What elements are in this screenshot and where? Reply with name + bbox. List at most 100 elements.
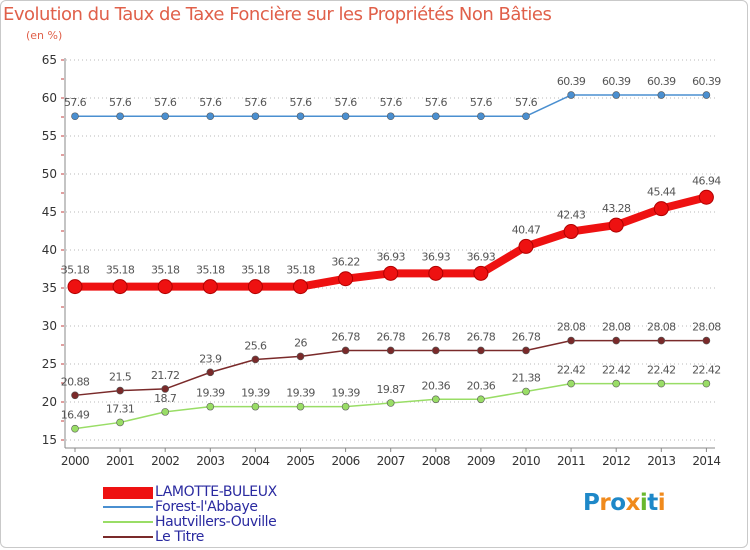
data-point <box>251 112 260 121</box>
data-label: 57.6 <box>425 96 448 109</box>
data-point <box>247 279 263 295</box>
data-point <box>653 201 669 217</box>
data-label: 36.93 <box>422 250 451 263</box>
logo-letter: x <box>625 490 641 516</box>
data-point <box>431 346 440 355</box>
y-tick-label: 35 <box>42 281 57 295</box>
y-tick-label: 60 <box>42 91 57 105</box>
data-label: 35.18 <box>286 264 315 277</box>
legend-label: Hautvillers-Ouville <box>155 514 277 530</box>
legend-swatch <box>103 506 153 508</box>
data-label: 43.28 <box>602 202 631 215</box>
data-point <box>338 271 354 287</box>
data-point <box>341 402 350 411</box>
data-label: 23.9 <box>199 352 222 365</box>
data-label: 22.42 <box>557 364 586 377</box>
logo-letter: r <box>599 490 611 516</box>
data-label: 57.6 <box>64 96 87 109</box>
data-point <box>612 91 621 99</box>
data-label: 22.42 <box>692 364 721 377</box>
logo-letter: t <box>647 490 658 516</box>
data-label: 26.78 <box>512 330 541 343</box>
data-label: 42.43 <box>557 209 586 222</box>
data-label: 46.94 <box>692 174 721 187</box>
data-point <box>612 379 621 388</box>
proxiti-logo: Proxiti <box>583 490 666 516</box>
data-label: 35.18 <box>196 264 225 277</box>
data-point <box>341 112 350 121</box>
chart-title: Evolution du Taux de Taxe Foncière sur l… <box>3 4 552 25</box>
data-point <box>612 336 621 345</box>
legend-swatch <box>103 487 153 499</box>
data-label: 57.6 <box>470 96 493 109</box>
legend-swatch <box>103 536 153 538</box>
x-tick-label: 2006 <box>332 454 360 468</box>
data-point <box>477 395 485 404</box>
data-label: 28.08 <box>692 321 721 334</box>
data-label: 57.6 <box>199 96 222 109</box>
x-tick-label: 2009 <box>467 454 495 468</box>
data-point <box>202 279 218 295</box>
data-label: 36.22 <box>331 256 360 269</box>
x-tick-label: 2002 <box>151 454 179 468</box>
data-point <box>112 279 128 295</box>
data-label: 36.93 <box>376 250 405 263</box>
x-tick-label: 2005 <box>286 454 314 468</box>
data-label: 57.6 <box>335 96 358 109</box>
y-tick-label: 15 <box>42 433 57 447</box>
data-label: 35.18 <box>61 264 90 277</box>
data-point <box>296 402 305 411</box>
data-point <box>296 112 305 121</box>
y-tick-label: 20 <box>42 395 57 409</box>
data-label: 19.39 <box>286 387 315 400</box>
data-label: 57.6 <box>289 96 312 109</box>
data-point <box>386 112 395 121</box>
data-point <box>522 346 530 355</box>
y-tick-label: 25 <box>42 357 57 371</box>
data-label: 17.31 <box>106 402 135 415</box>
data-label: 57.6 <box>154 96 177 109</box>
legend-label: LAMOTTE-BULEUX <box>155 484 277 500</box>
data-label: 26.78 <box>467 330 496 343</box>
data-point <box>296 352 305 361</box>
data-point <box>71 391 79 400</box>
unit-label: (en %) <box>26 29 63 42</box>
x-tick-label: 2007 <box>377 454 405 468</box>
x-tick-label: 2014 <box>692 454 720 468</box>
x-tick-label: 2000 <box>61 454 89 468</box>
data-label: 57.6 <box>515 96 538 109</box>
data-point <box>702 379 711 388</box>
data-label: 26.78 <box>376 330 405 343</box>
data-point <box>206 368 215 377</box>
data-label: 20.36 <box>467 379 496 392</box>
data-label: 40.47 <box>512 223 541 236</box>
data-label: 35.18 <box>106 264 135 277</box>
data-point <box>206 112 215 121</box>
data-point <box>161 385 169 393</box>
data-point <box>428 265 444 281</box>
data-point <box>477 112 485 121</box>
data-point <box>477 346 485 355</box>
data-point <box>702 336 711 345</box>
x-tick-label: 2004 <box>241 454 269 468</box>
data-point <box>251 355 260 364</box>
data-point <box>116 112 124 121</box>
data-point <box>116 386 124 395</box>
data-point <box>67 279 83 295</box>
data-label: 25.6 <box>244 339 267 352</box>
data-label: 19.39 <box>196 387 225 400</box>
data-label: 35.18 <box>241 264 270 277</box>
data-label: 19.87 <box>376 383 405 396</box>
data-point <box>522 112 530 121</box>
data-label: 60.39 <box>557 75 586 88</box>
logo-letter: o <box>610 490 626 516</box>
data-label: 22.42 <box>602 364 631 377</box>
data-label: 19.39 <box>241 387 270 400</box>
data-point <box>657 91 666 99</box>
data-point <box>431 112 440 121</box>
legend-label: Le Titre <box>155 529 204 545</box>
data-point <box>522 387 530 396</box>
data-label: 21.5 <box>109 371 132 384</box>
data-label: 26.78 <box>422 330 451 343</box>
